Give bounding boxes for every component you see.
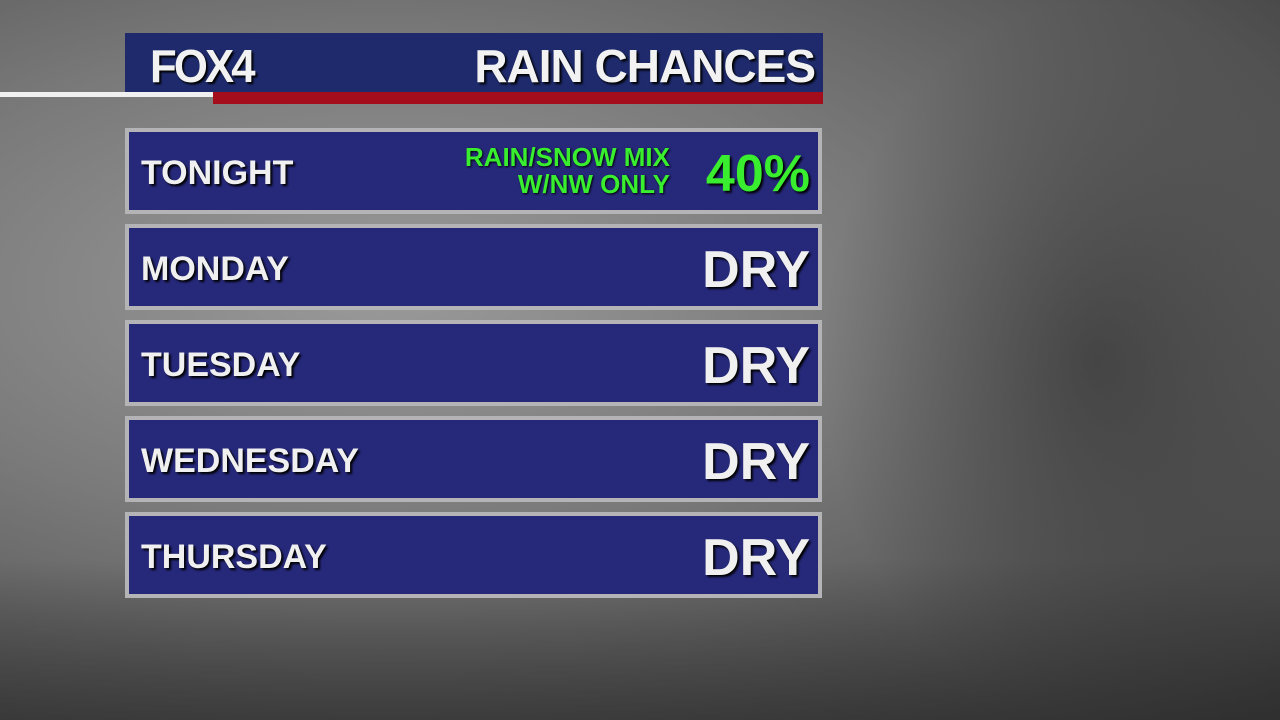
day-label: THURSDAY <box>141 538 327 576</box>
rain-chance-value: DRY <box>702 337 810 395</box>
day-label: TUESDAY <box>141 346 301 384</box>
rain-chance-value: DRY <box>702 433 810 491</box>
fox4-logo: FOX4 <box>150 40 256 92</box>
precip-note: RAIN/SNOW MIX W/NW ONLY <box>465 144 670 198</box>
forecast-row-tonight: TONIGHT RAIN/SNOW MIX W/NW ONLY 40% <box>125 128 822 214</box>
rain-chance-value: DRY <box>702 241 810 299</box>
accent-line <box>0 92 213 97</box>
forecast-row-wednesday: WEDNESDAY DRY <box>125 416 822 502</box>
forecast-row-tuesday: TUESDAY DRY <box>125 320 822 406</box>
red-accent-bar <box>213 92 823 104</box>
rain-chance-value: 40% <box>705 145 810 203</box>
forecast-row-thursday: THURSDAY DRY <box>125 512 822 598</box>
header-banner: FOX4 RAIN CHANCES <box>125 33 823 92</box>
note-line: W/NW ONLY <box>517 169 670 199</box>
note-line: RAIN/SNOW MIX <box>464 142 670 172</box>
graphic-title: RAIN CHANCES <box>474 40 816 92</box>
day-label: WEDNESDAY <box>141 442 359 480</box>
forecast-row-monday: MONDAY DRY <box>125 224 822 310</box>
day-label: TONIGHT <box>141 154 294 192</box>
rain-chance-value: DRY <box>702 529 810 587</box>
day-label: MONDAY <box>141 250 289 288</box>
